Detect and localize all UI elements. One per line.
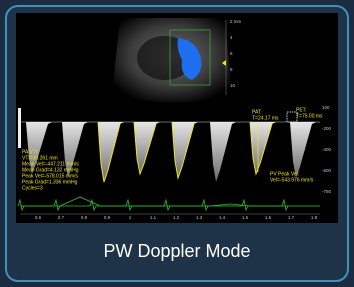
card: 2 mm46810 PA VTI:VTI=30.261 mmMean Vel=-… (0, 0, 354, 287)
time-label: 0.6 (35, 215, 42, 220)
velocity-label: 100 (322, 105, 330, 110)
time-label: 1.3 (196, 215, 203, 220)
page: 2 mm46810 PA VTI:VTI=30.261 mmMean Vel=-… (0, 0, 354, 287)
scale-label: 10 (230, 83, 236, 88)
time-label: 1.8 (311, 215, 318, 220)
pv-text: Vel=-543.976 mm/s (270, 177, 314, 183)
vti-text: Cycles=3 (22, 185, 43, 191)
time-label: 1.6 (265, 215, 272, 220)
time-label: 1.5 (242, 215, 249, 220)
time-label: 1.7 (288, 215, 295, 220)
gain-bar (18, 108, 21, 148)
time-label: 0.7 (58, 215, 65, 220)
velocity-label: -200 (322, 126, 332, 131)
time-label: 0.9 (104, 215, 111, 220)
velocity-label: -400 (322, 147, 332, 152)
time-label: 1.2 (173, 215, 180, 220)
time-label: 1.1 (150, 215, 157, 220)
velocity-label: -600 (322, 168, 332, 173)
caption: PW Doppler Mode (103, 241, 250, 261)
pat-text: T=24.17 ms (252, 115, 279, 121)
scale-label: 2 mm (230, 19, 242, 24)
time-label: 1.4 (219, 215, 226, 220)
pet-text: T=75.00 ms (296, 113, 323, 119)
velocity-label: -750 (322, 189, 332, 194)
time-label: 0.8 (81, 215, 88, 220)
